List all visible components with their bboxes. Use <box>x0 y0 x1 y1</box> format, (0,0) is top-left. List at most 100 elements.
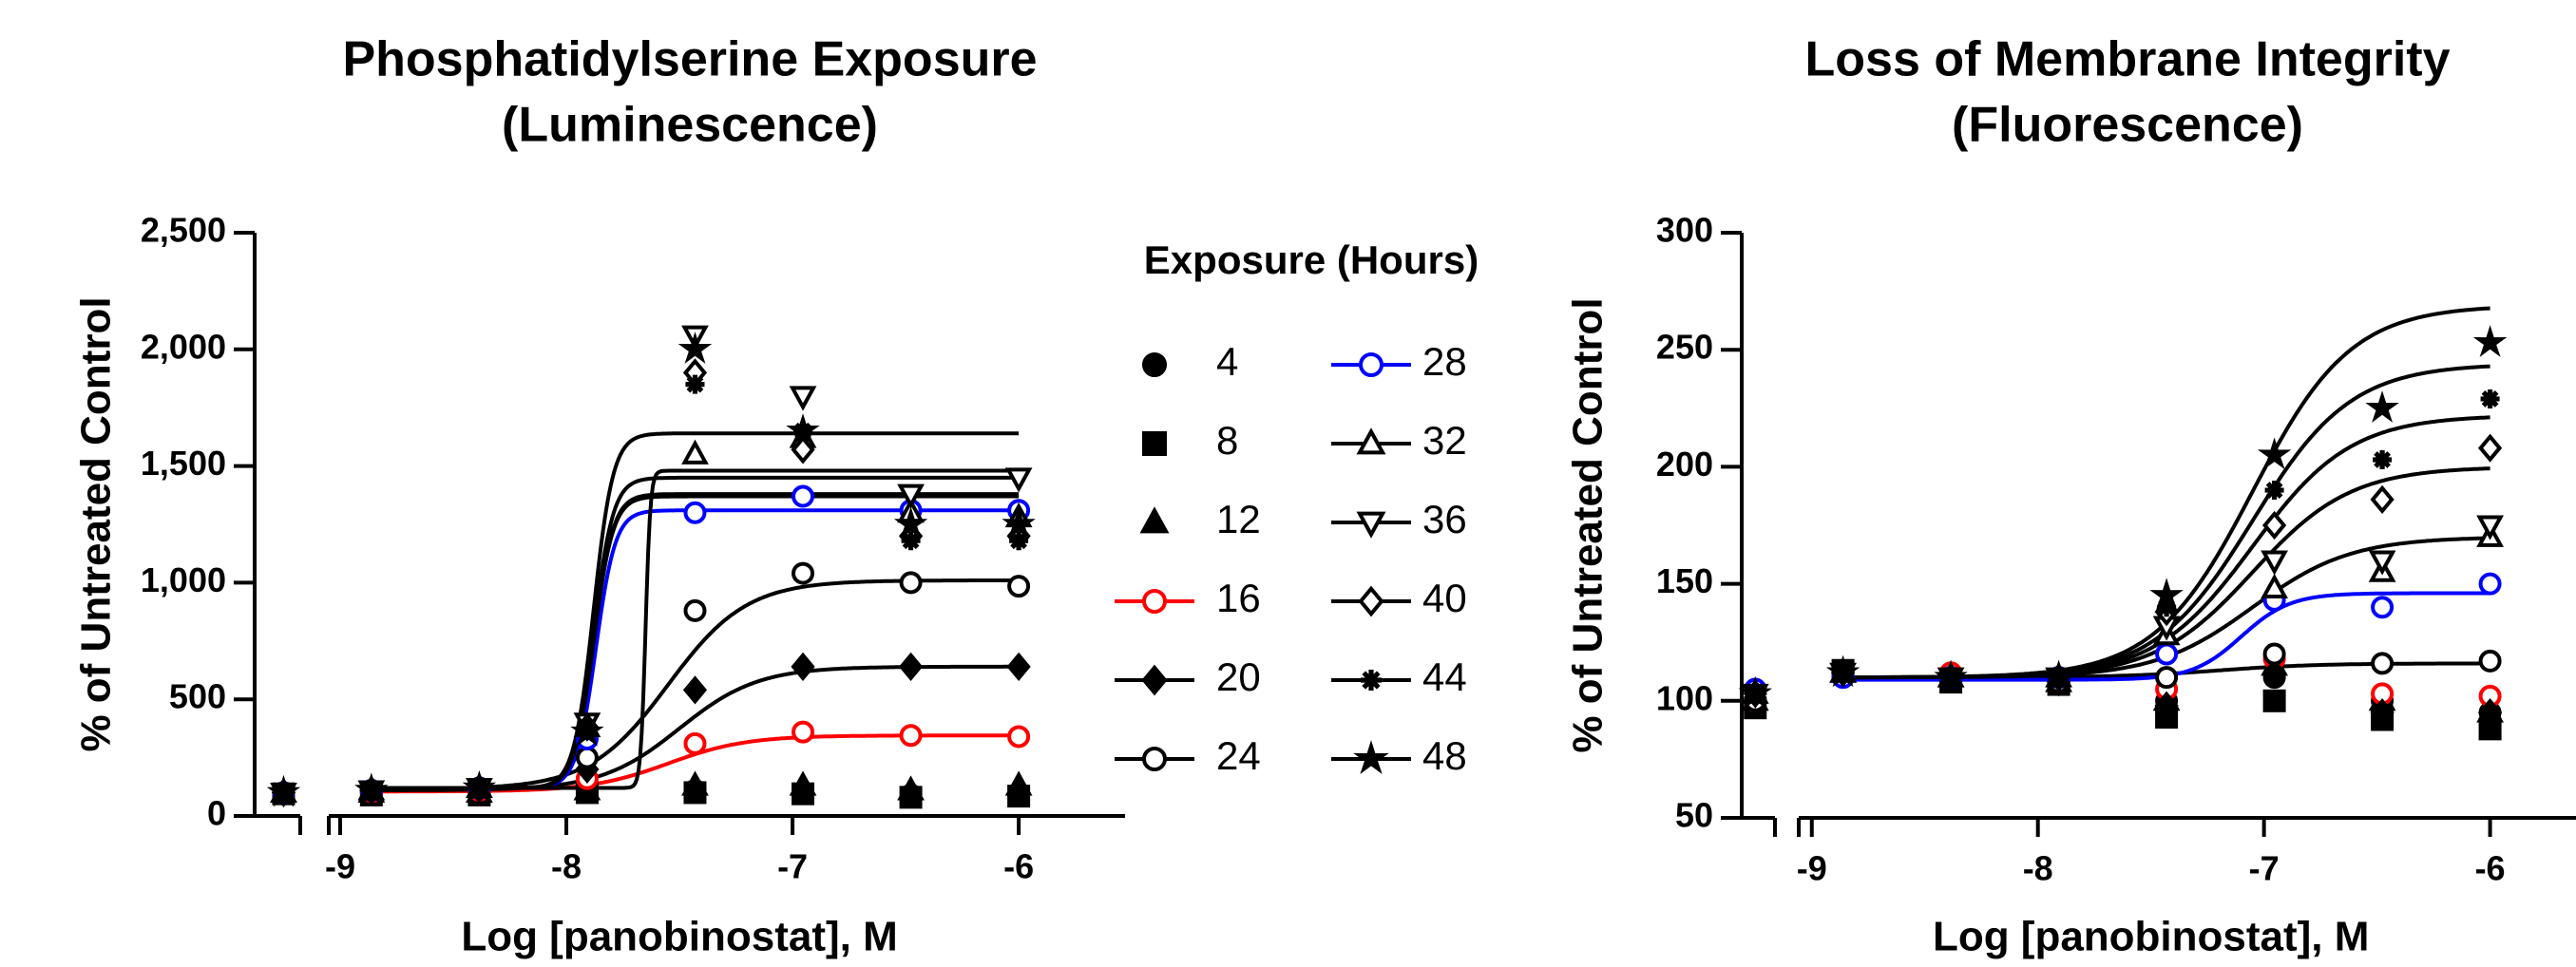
marker <box>1825 654 1860 688</box>
marker <box>1142 431 1167 456</box>
marker <box>1142 352 1167 377</box>
x-tick-label: -9 <box>1797 849 1827 888</box>
marker <box>2154 691 2179 720</box>
y-tick-label: 500 <box>169 677 226 716</box>
marker <box>354 772 389 806</box>
chart-title: Loss of Membrane Integrity <box>1805 32 2451 87</box>
marker <box>792 561 815 585</box>
marker <box>2157 597 2177 617</box>
marker <box>2261 510 2287 540</box>
legend-label: 12 <box>1216 497 1261 541</box>
marker <box>1358 585 1384 617</box>
marker <box>1934 659 1968 692</box>
marker <box>899 571 923 595</box>
marker <box>1004 467 1033 493</box>
y-axis-label: % of Untreated Control <box>73 296 120 751</box>
x-tick-label: -8 <box>2023 849 2053 888</box>
marker <box>792 484 815 508</box>
marker <box>683 598 707 622</box>
chart-title: (Luminescence) <box>502 98 878 153</box>
x-tick-label: -7 <box>777 847 808 886</box>
legend-title: Exposure (Hours) <box>1144 237 1479 282</box>
legend-label: 20 <box>1216 654 1261 699</box>
x-axis-label: Log [panobinostat], M <box>1933 914 2369 960</box>
marker <box>2371 596 2395 619</box>
legend-label: 24 <box>1216 733 1261 778</box>
y-tick-label: 250 <box>1656 328 1713 367</box>
y-tick-label: 0 <box>207 794 226 833</box>
marker <box>893 506 928 540</box>
chart: Phosphatidylserine Exposure (Luminescence… <box>73 32 1479 960</box>
marker <box>1002 506 1036 540</box>
marker <box>791 652 815 681</box>
marker <box>897 484 925 509</box>
marker <box>2373 450 2393 470</box>
marker <box>2262 642 2286 666</box>
marker <box>462 769 497 803</box>
marker <box>2365 390 2399 423</box>
legend-label: 40 <box>1422 576 1467 620</box>
marker <box>2264 481 2284 501</box>
marker <box>2155 642 2179 666</box>
chart-title: Phosphatidylserine Exposure <box>342 32 1037 87</box>
marker <box>1009 531 1029 551</box>
y-tick-label: 150 <box>1656 561 1713 600</box>
marker <box>2370 484 2395 515</box>
marker <box>1353 740 1389 775</box>
marker <box>2370 697 2395 728</box>
marker <box>2480 389 2500 408</box>
marker <box>2472 325 2508 357</box>
marker <box>683 501 707 524</box>
marker <box>685 374 705 394</box>
marker <box>2041 659 2076 692</box>
y-axis-label: % of Untreated Control <box>1565 297 1612 752</box>
legend-label: 8 <box>1216 418 1238 463</box>
marker <box>2478 572 2502 596</box>
legend-label: 44 <box>1422 654 1467 699</box>
marker <box>677 332 713 364</box>
y-tick-label: 1,000 <box>141 560 226 599</box>
legend-label: 4 <box>1216 339 1238 384</box>
legend-label: 28 <box>1422 339 1467 384</box>
x-axis-label: Log [panobinostat], M <box>461 914 897 960</box>
legend-label: 16 <box>1216 576 1261 620</box>
marker <box>681 770 709 796</box>
legend-label: 48 <box>1422 733 1467 778</box>
marker <box>2261 573 2288 599</box>
legend-label: 32 <box>1422 418 1467 463</box>
y-tick-label: 2,000 <box>141 327 226 366</box>
marker <box>2261 658 2287 688</box>
marker <box>1141 664 1168 696</box>
marker <box>2477 697 2503 728</box>
marker <box>1007 725 1031 749</box>
marker <box>2155 666 2179 690</box>
x-tick-label: -7 <box>2249 849 2280 888</box>
x-tick-label: -8 <box>551 847 582 886</box>
y-tick-label: 100 <box>1656 678 1713 717</box>
marker <box>2478 649 2502 673</box>
marker <box>266 774 301 807</box>
legend-label: 36 <box>1422 497 1467 541</box>
marker <box>899 724 923 748</box>
marker <box>1139 506 1170 534</box>
marker <box>2149 578 2184 610</box>
marker <box>1006 652 1031 681</box>
marker <box>2257 437 2292 470</box>
marker <box>1361 670 1382 691</box>
marker <box>682 675 708 705</box>
marker <box>683 731 707 755</box>
marker <box>2262 689 2286 712</box>
marker <box>2477 433 2503 463</box>
marker <box>570 713 604 747</box>
marker <box>792 720 815 744</box>
marker <box>575 746 599 769</box>
chart-title: (Fluorescence) <box>1952 98 2303 153</box>
marker <box>789 386 817 411</box>
marker <box>1142 589 1167 614</box>
x-tick-label: -6 <box>1003 847 1034 886</box>
marker <box>901 531 921 551</box>
marker <box>1142 747 1167 771</box>
marker <box>898 652 924 681</box>
